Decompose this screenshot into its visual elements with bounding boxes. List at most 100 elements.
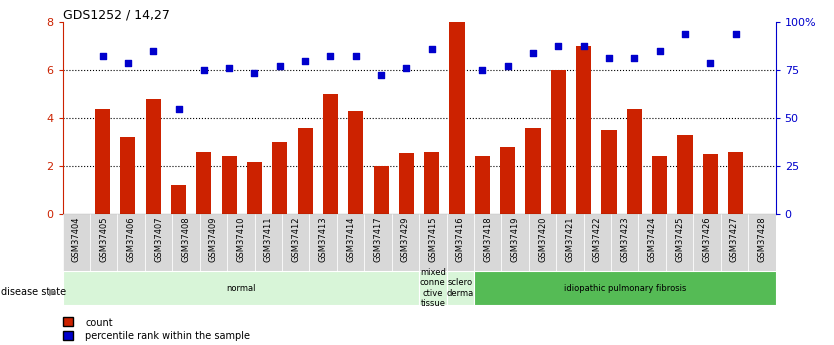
FancyBboxPatch shape — [446, 214, 474, 271]
Text: GSM37418: GSM37418 — [483, 217, 492, 262]
Point — [197, 68, 210, 73]
FancyBboxPatch shape — [282, 214, 309, 271]
FancyBboxPatch shape — [309, 214, 337, 271]
Bar — [95, 109, 110, 214]
FancyBboxPatch shape — [474, 214, 501, 271]
Text: GSM37420: GSM37420 — [538, 217, 547, 262]
FancyBboxPatch shape — [364, 214, 392, 271]
Bar — [601, 130, 616, 214]
Point — [729, 31, 742, 37]
Point — [324, 53, 337, 59]
Text: GSM37411: GSM37411 — [264, 217, 273, 262]
Text: GSM37413: GSM37413 — [319, 217, 328, 262]
Point — [678, 31, 691, 37]
Text: GDS1252 / 14,27: GDS1252 / 14,27 — [63, 8, 169, 21]
Point — [704, 60, 717, 66]
Text: GSM37422: GSM37422 — [593, 217, 602, 262]
Bar — [550, 70, 566, 214]
Bar — [374, 166, 389, 214]
Text: normal: normal — [226, 284, 255, 293]
Bar — [576, 46, 591, 214]
Text: GSM37407: GSM37407 — [154, 217, 163, 262]
Point — [299, 58, 312, 63]
Bar — [272, 142, 288, 214]
Point — [425, 46, 439, 51]
FancyBboxPatch shape — [420, 214, 446, 271]
Text: GSM37421: GSM37421 — [565, 217, 575, 262]
Bar — [525, 128, 540, 214]
Bar — [196, 152, 212, 214]
Bar — [626, 109, 642, 214]
FancyBboxPatch shape — [227, 214, 254, 271]
Point — [628, 56, 641, 61]
Text: GSM37429: GSM37429 — [401, 217, 409, 262]
FancyBboxPatch shape — [639, 214, 666, 271]
Bar — [247, 162, 262, 214]
Bar — [652, 156, 667, 214]
FancyBboxPatch shape — [63, 214, 90, 271]
Text: GSM37425: GSM37425 — [676, 217, 684, 262]
FancyBboxPatch shape — [337, 214, 364, 271]
Text: disease state: disease state — [1, 287, 66, 296]
Bar — [222, 156, 237, 214]
FancyBboxPatch shape — [392, 214, 420, 271]
FancyBboxPatch shape — [693, 214, 721, 271]
FancyBboxPatch shape — [254, 214, 282, 271]
Text: GSM37410: GSM37410 — [236, 217, 245, 262]
Bar — [500, 147, 515, 214]
Bar — [399, 153, 414, 214]
FancyBboxPatch shape — [721, 214, 748, 271]
Bar — [728, 152, 743, 214]
Point — [653, 48, 666, 54]
Bar — [677, 135, 692, 214]
Point — [602, 56, 615, 61]
Point — [475, 68, 489, 73]
Bar — [171, 185, 186, 214]
FancyBboxPatch shape — [611, 214, 639, 271]
Text: ▶: ▶ — [49, 287, 57, 296]
FancyBboxPatch shape — [584, 214, 611, 271]
Bar — [298, 128, 313, 214]
FancyBboxPatch shape — [199, 214, 227, 271]
Bar — [323, 94, 338, 214]
Text: count: count — [85, 318, 113, 327]
FancyBboxPatch shape — [420, 271, 446, 305]
Point — [274, 63, 287, 68]
Text: GSM37404: GSM37404 — [72, 217, 81, 262]
FancyBboxPatch shape — [145, 214, 173, 271]
Bar — [146, 99, 161, 214]
Text: GSM37412: GSM37412 — [291, 217, 300, 262]
Text: GSM37428: GSM37428 — [757, 217, 766, 262]
Text: GSM37416: GSM37416 — [455, 217, 465, 262]
Text: mixed
conne
ctive
tissue: mixed conne ctive tissue — [420, 268, 445, 308]
FancyBboxPatch shape — [173, 214, 199, 271]
Text: GSM37427: GSM37427 — [730, 217, 739, 262]
FancyBboxPatch shape — [446, 271, 474, 305]
Point — [501, 63, 515, 68]
Point — [96, 53, 109, 59]
Text: idiopathic pulmonary fibrosis: idiopathic pulmonary fibrosis — [564, 284, 686, 293]
Point — [121, 60, 134, 66]
Text: GSM37417: GSM37417 — [374, 217, 383, 262]
Text: GSM37419: GSM37419 — [510, 217, 520, 262]
FancyBboxPatch shape — [63, 271, 420, 305]
FancyBboxPatch shape — [90, 214, 118, 271]
Point — [147, 48, 160, 54]
FancyBboxPatch shape — [529, 214, 556, 271]
Text: percentile rank within the sample: percentile rank within the sample — [85, 332, 250, 341]
Bar — [450, 22, 465, 214]
Point — [223, 65, 236, 71]
Point — [172, 106, 185, 111]
FancyBboxPatch shape — [748, 214, 776, 271]
Text: GSM37426: GSM37426 — [702, 217, 711, 262]
FancyBboxPatch shape — [501, 214, 529, 271]
Text: GSM37408: GSM37408 — [182, 217, 190, 262]
FancyBboxPatch shape — [556, 214, 584, 271]
Point — [374, 72, 388, 78]
Point — [577, 43, 590, 49]
Text: GSM37406: GSM37406 — [127, 217, 136, 262]
Text: sclero
derma: sclero derma — [446, 278, 474, 298]
Text: GSM37409: GSM37409 — [208, 217, 218, 262]
FancyBboxPatch shape — [118, 214, 145, 271]
Point — [551, 43, 565, 49]
